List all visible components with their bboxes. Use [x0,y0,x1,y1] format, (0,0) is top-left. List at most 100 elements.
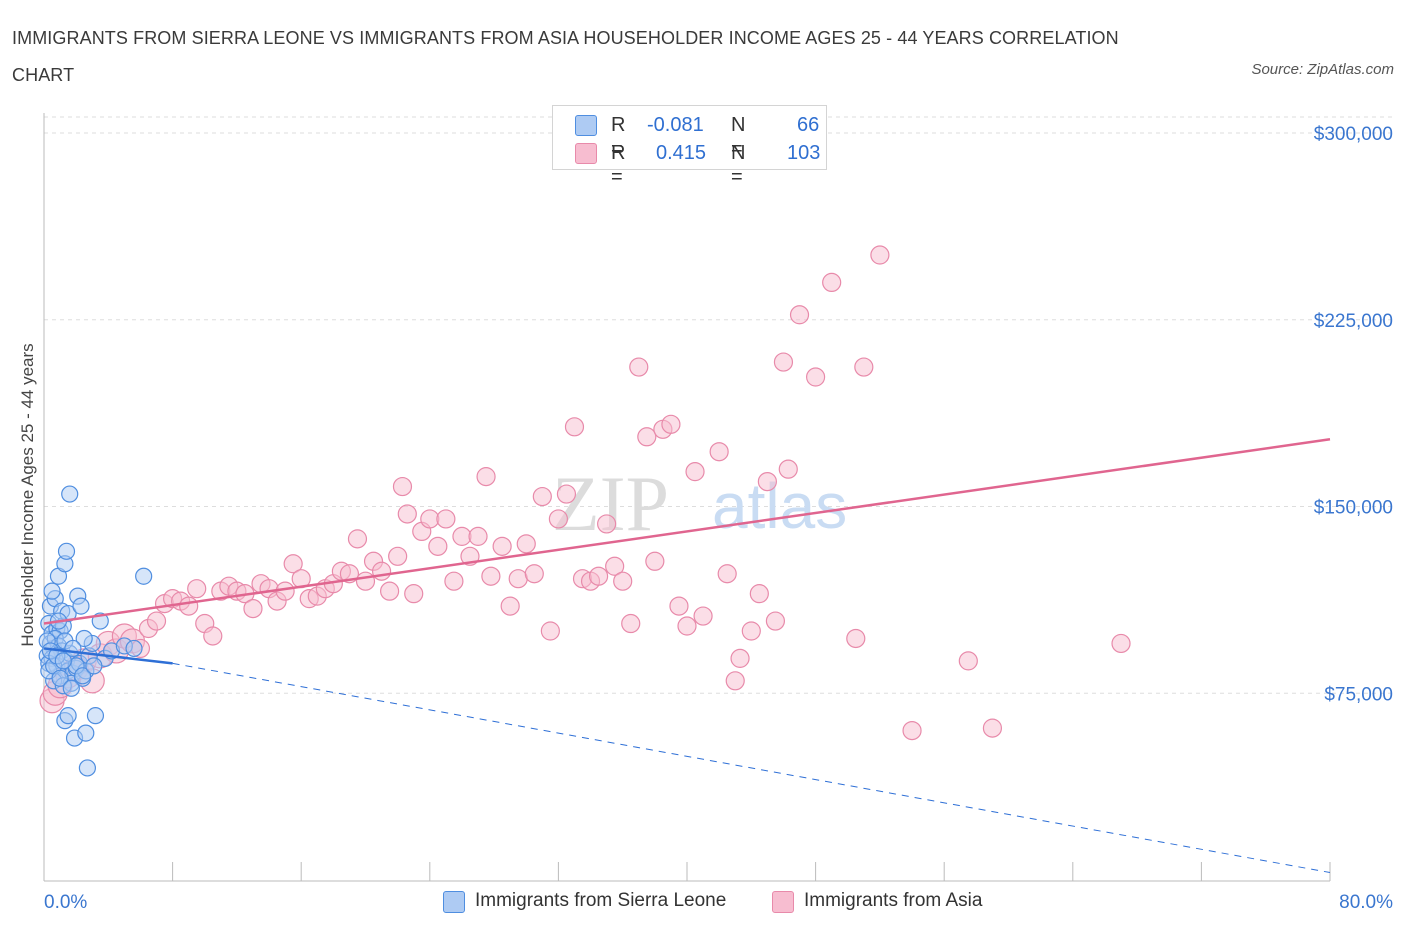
asia-point [822,272,842,292]
asia-point [717,564,737,584]
asia-point [468,526,488,546]
series-name: Immigrants from Sierra Leone [475,890,727,911]
legend-swatch-pink [575,143,597,164]
asia-point [404,584,424,604]
x-tick-label: 0.0% [44,892,87,913]
asia-point [958,651,978,671]
asia-point [392,476,413,497]
sierra-leone-point [86,707,105,725]
chart-title: IMMIGRANTS FROM SIERRA LEONE VS IMMIGRAN… [12,28,1119,85]
watermark-zip: ZIP [552,460,669,547]
asia-point [452,526,472,546]
legend-r-value: -0.081 [647,114,704,136]
asia-point [846,628,866,649]
asia-point [548,509,569,529]
asia-point [420,509,440,529]
asia-point [605,556,625,576]
correlation-legend: R = -0.081 N = 66 R = 0.415 N = 103 [552,105,827,188]
asia-point [187,579,207,599]
legend-r-value: 0.415 [656,142,707,164]
asia-point [436,509,456,529]
asia-point [347,529,368,549]
asia-trend-line [43,438,1331,625]
sierra-leone-point [64,639,82,658]
asia-point [645,551,665,571]
asia-point [1111,633,1131,654]
sierra-leone-point [57,542,76,560]
tick-labels: $75,000 $150,000 $225,000 $300,000 0.0% 80.0% [44,124,1393,913]
legend-swatch-pink [772,891,794,913]
asia-point [588,566,609,586]
asia-point [476,467,496,487]
y-tick-label: $225,000 [1314,311,1393,332]
sierra-leone-point [73,667,92,685]
y-axis-label: Householder Income Ages 25 - 44 years [18,343,37,647]
legend-r-label: R = [611,142,626,188]
asia-point [492,536,512,556]
asia-point [388,546,408,566]
asia-point [146,611,167,631]
asia-point [854,357,874,377]
sierra-leone-point [59,707,77,725]
sierra-leone-point [85,657,103,675]
legend-n-value: 103 [787,142,821,164]
trend-lines [43,438,1331,874]
asia-point [693,606,713,626]
legend-n-label: N = [731,114,746,160]
asia-point [773,352,794,372]
axis-layer [43,113,1331,882]
sierra-leone-point [78,759,97,777]
legend-r-label: R = [611,114,626,160]
asia-point [982,718,1003,738]
asia-point [380,581,400,601]
asia-point [805,367,826,387]
sierra-leone-point [62,679,80,697]
legend-n-value: 66 [797,114,820,136]
asia-point [444,571,464,591]
asia-point [283,554,303,574]
sierra-leone-point [61,485,79,503]
asia-point [741,621,761,641]
asia-point [355,571,376,591]
asia-point [669,596,689,616]
legend-swatch-blue [443,891,465,913]
asia-point [243,598,263,619]
asia-point [481,566,501,586]
y-tick-label: $300,000 [1314,124,1393,145]
sierra-leone-point [72,597,90,615]
asia-point [532,486,552,507]
y-tick-label: $150,000 [1314,498,1393,519]
sierra-leone-point [125,639,143,658]
asia-point [870,245,890,265]
asia-point [508,569,528,589]
sierra-leone-point [51,669,69,687]
x-tick-label: 80.0% [1339,892,1393,913]
asia-point [730,648,750,668]
asia-point [524,564,544,584]
legend-n-label: N = [731,142,746,188]
asia-point [709,442,729,462]
asia-point [203,626,223,646]
asia-point [789,305,810,325]
asia-point [564,417,585,437]
watermark-atlas: atlas [712,470,847,542]
legend-swatch-blue [575,115,597,136]
asia-point [597,514,617,534]
asia-point [371,561,392,581]
asia-point [613,571,633,591]
asia-point [629,357,649,377]
asia-point [540,621,560,641]
asia-point [637,427,657,447]
asia-point [428,536,448,556]
series-name: Immigrants from Asia [804,890,983,911]
asia-point [397,504,417,524]
asia-point [275,581,295,601]
asia-point [902,720,922,741]
asia-point [765,611,786,631]
asia-point [685,462,705,482]
asia-point [179,596,199,616]
asia-point [757,472,777,492]
asia-point [677,616,697,636]
asia-point [500,596,520,616]
